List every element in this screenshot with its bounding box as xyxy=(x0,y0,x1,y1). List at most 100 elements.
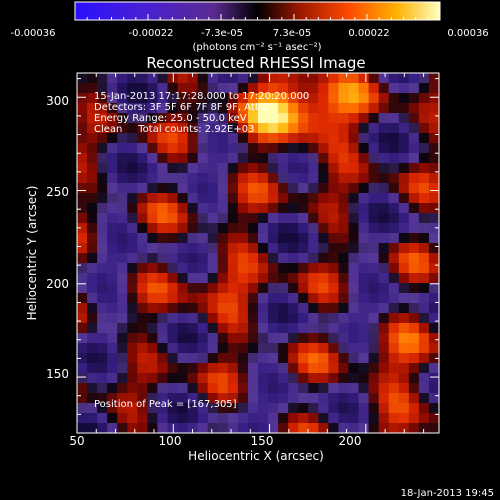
heatmap-cell xyxy=(268,273,279,284)
heatmap-cell xyxy=(308,263,319,274)
heatmap-cell xyxy=(127,243,138,254)
heatmap-cell xyxy=(308,153,319,164)
heatmap-cell xyxy=(187,373,199,384)
heatmap-cell xyxy=(338,353,350,364)
heatmap-cell xyxy=(167,233,179,244)
heatmap-cell xyxy=(318,243,329,254)
heatmap-cell xyxy=(318,113,329,124)
heatmap-cell xyxy=(298,93,309,104)
heatmap-cell xyxy=(358,313,370,324)
heatmap-cell xyxy=(167,213,179,224)
heatmap-cell xyxy=(428,103,439,114)
heatmap-cell xyxy=(318,213,329,224)
heatmap-cell xyxy=(177,193,189,204)
heatmap-cell xyxy=(258,393,269,404)
heatmap-cell xyxy=(348,233,360,244)
heatmap-cell xyxy=(147,73,159,84)
heatmap-cell xyxy=(258,153,269,164)
heatmap-cell xyxy=(157,273,169,284)
heatmap-cell xyxy=(258,333,269,344)
heatmap-cell xyxy=(117,73,128,84)
heatmap-cell xyxy=(187,203,199,214)
heatmap-cell xyxy=(428,263,439,274)
heatmap-cell xyxy=(358,403,370,414)
heatmap-cell xyxy=(298,293,309,304)
heatmap-cell xyxy=(358,293,370,304)
heatmap-cell xyxy=(177,363,189,374)
heatmap-cell xyxy=(378,113,390,124)
heatmap-cell xyxy=(187,303,199,314)
heatmap-cell xyxy=(237,383,249,394)
heatmap-cell xyxy=(368,203,380,214)
heatmap-cell xyxy=(368,93,380,104)
heatmap-cell xyxy=(107,343,118,354)
heatmap-cell xyxy=(97,113,108,124)
heatmap-cell xyxy=(247,363,259,374)
heatmap-cell xyxy=(77,123,88,134)
heatmap-cell xyxy=(167,263,179,274)
heatmap-cell xyxy=(408,343,420,354)
heatmap-cell xyxy=(217,203,229,214)
heatmap-cell xyxy=(177,83,189,94)
heatmap-cell xyxy=(328,263,340,274)
x-axis-label: Heliocentric X (arcsec) xyxy=(188,449,324,463)
heatmap-cell xyxy=(328,83,340,94)
heatmap-cell xyxy=(388,173,400,184)
heatmap-cell xyxy=(147,293,159,304)
heatmap-cell xyxy=(258,303,269,314)
heatmap-cell xyxy=(278,333,289,344)
heatmap-cell xyxy=(398,313,410,324)
heatmap-cell xyxy=(227,333,239,344)
heatmap-cell xyxy=(418,263,430,274)
heatmap-cell xyxy=(87,313,98,324)
heatmap-cell xyxy=(428,383,439,394)
heatmap-cell xyxy=(147,133,159,144)
heatmap-cell xyxy=(428,203,439,214)
heatmap-cell xyxy=(97,313,108,324)
heatmap-cell xyxy=(217,383,229,394)
heatmap-cell xyxy=(318,313,329,324)
heatmap-cell xyxy=(207,203,219,214)
colorbar-tick-label: 0.00022 xyxy=(348,28,389,39)
heatmap-cell xyxy=(288,163,299,174)
heatmap-cell xyxy=(408,173,420,184)
heatmap-cell xyxy=(298,83,309,94)
heatmap-cell xyxy=(298,373,309,384)
heatmap-cell xyxy=(137,423,148,433)
heatmap-cell xyxy=(187,223,199,234)
heatmap-cell xyxy=(207,243,219,254)
heatmap-cell xyxy=(167,413,179,424)
annotation-time-range: 15-Jan-2013 17:17:28.000 to 17:20:20.000 xyxy=(94,91,309,102)
heatmap-cell xyxy=(107,403,118,414)
heatmap-cell xyxy=(398,303,410,314)
heatmap-cell xyxy=(368,83,380,94)
heatmap-cell xyxy=(408,253,420,264)
heatmap-cell xyxy=(378,203,390,214)
heatmap-cell xyxy=(107,233,118,244)
heatmap-cell xyxy=(408,393,420,404)
heatmap-cell xyxy=(358,143,370,154)
heatmap-cell xyxy=(197,363,209,374)
heatmap-cell xyxy=(278,123,289,134)
heatmap-cell xyxy=(117,83,128,94)
heatmap-cell xyxy=(268,153,279,164)
heatmap-cell xyxy=(147,373,159,384)
heatmap-cell xyxy=(87,203,98,214)
heatmap-cell xyxy=(227,363,239,374)
heatmap-cell xyxy=(388,73,400,84)
heatmap-cell xyxy=(107,73,118,84)
heatmap-cell xyxy=(177,413,189,424)
heatmap-cell xyxy=(247,303,259,314)
heatmap-cell xyxy=(358,93,370,104)
heatmap-cell xyxy=(298,203,309,214)
heatmap-cell xyxy=(147,283,159,294)
heatmap-cell xyxy=(117,323,128,334)
heatmap-cell xyxy=(408,113,420,124)
heatmap-cell xyxy=(418,383,430,394)
heatmap-cell xyxy=(328,243,340,254)
heatmap-cell xyxy=(288,393,299,404)
heatmap-cell xyxy=(187,183,199,194)
heatmap-cell xyxy=(348,383,360,394)
heatmap-cell xyxy=(127,393,138,404)
heatmap-cell xyxy=(187,293,199,304)
